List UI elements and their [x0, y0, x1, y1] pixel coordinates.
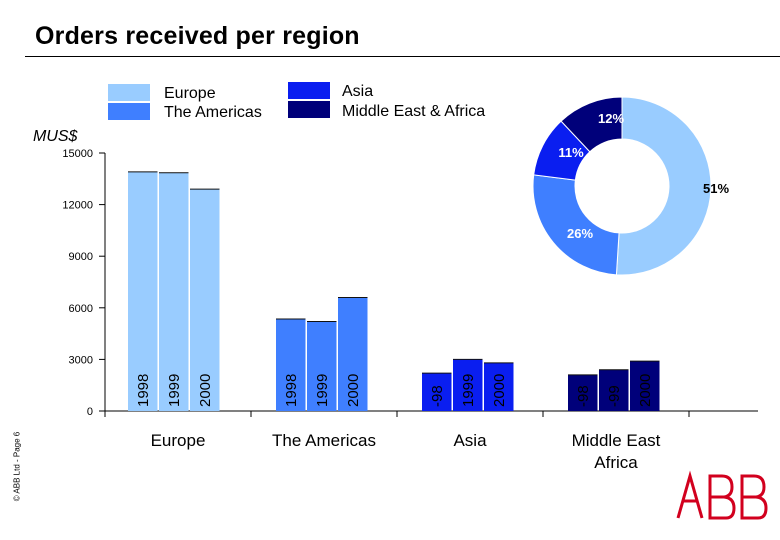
y-tick-label: 3000 [69, 354, 93, 366]
pie-percent-label: 26% [567, 226, 593, 241]
bar [453, 359, 483, 411]
bar-year-label: 1999 [166, 374, 183, 407]
bar-year-label: 1998 [135, 374, 152, 407]
y-tick-label: 15000 [62, 148, 93, 160]
bar-year-label: -98 [575, 385, 592, 407]
legend-label-europe: Europe [164, 85, 216, 102]
bar-year-label: 2000 [491, 374, 508, 407]
category-label: The Americas [272, 431, 376, 450]
bar-year-label: 1998 [283, 374, 300, 407]
bar [128, 171, 158, 411]
legend-label-americas: The Americas [164, 104, 262, 121]
bar [190, 189, 220, 411]
pie-percent-label: 11% [558, 145, 584, 160]
legend-label-middle-east-africa: Middle East & Africa [342, 103, 486, 120]
pie-slice [532, 174, 620, 276]
y-tick-label: 6000 [69, 303, 93, 315]
bar-year-label: 2000 [197, 374, 214, 407]
pie-percent-label: 12% [598, 111, 624, 126]
pie-slice [560, 96, 623, 153]
pie-percent-label: 51% [703, 181, 729, 196]
bar-year-label: -98 [429, 385, 446, 407]
legend-swatch-europe [108, 84, 150, 101]
page-title: Orders received per region [35, 22, 360, 50]
copyright-text: © ABB Ltd - Page 6 [12, 431, 22, 502]
bar [630, 361, 660, 411]
abb-logo [676, 470, 768, 520]
bar [338, 297, 368, 411]
y-tick-label: 0 [87, 406, 93, 418]
title-divider [25, 56, 780, 57]
bar-year-label: -99 [606, 385, 623, 407]
bar [422, 373, 452, 411]
category-label: Africa [594, 453, 638, 472]
bar-year-label: 2000 [345, 374, 362, 407]
category-label: Asia [453, 431, 487, 450]
legend-swatch-asia [288, 82, 330, 99]
bar [159, 172, 189, 411]
legend-label-asia: Asia [342, 83, 374, 100]
bar [276, 318, 306, 411]
bar [484, 362, 514, 411]
bar-year-label: 2000 [637, 374, 654, 407]
bar-year-label: 1999 [460, 374, 477, 407]
bar [307, 321, 337, 411]
category-label: Europe [151, 431, 206, 450]
bar [568, 374, 598, 411]
bar [599, 369, 629, 411]
bar-year-label: 1999 [314, 374, 331, 407]
legend-swatch-americas [108, 103, 150, 120]
pie-title: 2000 [610, 174, 659, 199]
y-tick-label: 12000 [62, 200, 93, 212]
y-tick-label: 9000 [69, 251, 93, 263]
legend-swatch-middle-east-africa [288, 101, 330, 118]
pie-slice [615, 96, 712, 276]
category-label: Middle East [572, 431, 661, 450]
y-axis-unit-label: MUS$ [33, 128, 78, 145]
